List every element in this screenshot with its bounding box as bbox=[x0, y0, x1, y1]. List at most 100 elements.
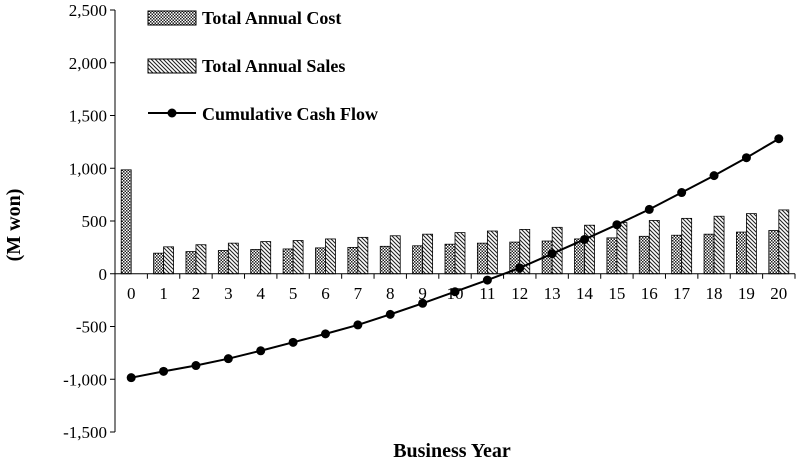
legend-label-cost: Total Annual Cost bbox=[202, 8, 341, 28]
sales-bar-16 bbox=[648, 220, 660, 275]
sales-bar-7 bbox=[357, 236, 369, 275]
x-tick-label: 8 bbox=[386, 284, 395, 303]
legend-swatch-sales bbox=[147, 58, 197, 74]
cash-flow-point-16 bbox=[644, 204, 654, 214]
legend-item-total-annual-cost: Total Annual Cost bbox=[147, 8, 341, 28]
y-tick-label: -1,500 bbox=[63, 423, 107, 442]
x-tick-label: 5 bbox=[289, 284, 298, 303]
cost-bar-3 bbox=[217, 250, 229, 275]
axes-layer bbox=[110, 9, 796, 433]
cost-bar-2 bbox=[185, 251, 197, 275]
cost-bar-18 bbox=[703, 233, 715, 275]
x-tick-label: 16 bbox=[641, 284, 658, 303]
cash-flow-point-6 bbox=[320, 329, 330, 339]
y-tick-label: -1,000 bbox=[63, 370, 107, 389]
tick-labels-layer: -1,500 -1,000 -500 0 500 1,000 1,500 2,000 2,500… bbox=[63, 1, 787, 442]
cost-bar-15 bbox=[606, 237, 618, 275]
sales-bar-17 bbox=[681, 217, 693, 275]
cost-bar-0 bbox=[120, 169, 132, 275]
cash-flow-line-layer bbox=[126, 134, 784, 383]
x-tick-label: 9 bbox=[418, 284, 427, 303]
sales-bar-9 bbox=[422, 233, 434, 275]
x-tick-label: 1 bbox=[159, 284, 168, 303]
x-tick-label: 4 bbox=[256, 284, 265, 303]
legend-swatch-cash-flow-marker bbox=[167, 108, 177, 118]
x-tick-label: 18 bbox=[706, 284, 723, 303]
cash-flow-point-12 bbox=[515, 263, 525, 273]
x-tick-label: 19 bbox=[738, 284, 755, 303]
cash-flow-point-8 bbox=[385, 309, 395, 319]
y-tick-label: 0 bbox=[99, 265, 108, 284]
sales-bar-20 bbox=[778, 209, 790, 275]
cash-flow-point-17 bbox=[677, 188, 687, 198]
legend-label-sales: Total Annual Sales bbox=[202, 56, 345, 76]
cash-flow-point-3 bbox=[223, 354, 233, 364]
y-tick-label: 500 bbox=[82, 212, 108, 231]
cash-flow-point-20 bbox=[774, 134, 784, 144]
cost-bar-9 bbox=[412, 245, 424, 275]
sales-bar-2 bbox=[195, 244, 207, 275]
x-tick-label: 0 bbox=[127, 284, 136, 303]
y-tick-label: 1,500 bbox=[69, 107, 107, 126]
sales-bar-3 bbox=[227, 242, 239, 275]
x-tick-label: 13 bbox=[544, 284, 561, 303]
y-tick-label: 2,500 bbox=[69, 1, 107, 20]
cost-bar-1 bbox=[153, 252, 164, 275]
y-tick-label: 1,000 bbox=[69, 159, 107, 178]
cash-flow-point-5 bbox=[288, 337, 298, 347]
cost-bar-7 bbox=[347, 246, 359, 275]
x-tick-label: 7 bbox=[354, 284, 363, 303]
sales-bar-6 bbox=[325, 238, 336, 275]
x-tick-label: 2 bbox=[192, 284, 201, 303]
cash-flow-point-0 bbox=[126, 373, 136, 383]
x-tick-label: 3 bbox=[224, 284, 233, 303]
legend: Total Annual Cost Total Annual Sales Cum… bbox=[147, 8, 378, 124]
cost-bar-19 bbox=[736, 231, 747, 275]
x-tick-label: 14 bbox=[576, 284, 594, 303]
y-axis-title: (M won) bbox=[3, 189, 25, 262]
sales-bar-1 bbox=[163, 246, 174, 275]
y-tick-label: 2,000 bbox=[69, 54, 107, 73]
cash-flow-point-2 bbox=[191, 361, 201, 371]
sales-bar-4 bbox=[260, 241, 272, 275]
cost-bar-17 bbox=[671, 234, 683, 275]
cash-flow-point-4 bbox=[256, 346, 266, 356]
cash-flow-point-13 bbox=[547, 249, 557, 259]
x-tick-label: 15 bbox=[608, 284, 625, 303]
cost-bar-10 bbox=[444, 243, 456, 275]
cash-flow-point-7 bbox=[353, 320, 363, 330]
sales-bar-18 bbox=[713, 215, 725, 275]
cost-bar-16 bbox=[638, 235, 650, 275]
sales-bar-14 bbox=[584, 224, 595, 275]
cost-bar-4 bbox=[250, 249, 262, 275]
cost-bar-20 bbox=[768, 230, 780, 275]
sales-bar-15 bbox=[616, 222, 628, 275]
cost-bar-11 bbox=[476, 242, 488, 275]
legend-label-cash-flow: Cumulative Cash Flow bbox=[202, 104, 378, 124]
x-tick-label: 20 bbox=[770, 284, 787, 303]
legend-item-total-annual-sales: Total Annual Sales bbox=[147, 56, 345, 76]
cash-flow-point-9 bbox=[418, 298, 428, 308]
x-tick-label: 10 bbox=[447, 284, 464, 303]
sales-bar-8 bbox=[389, 235, 401, 275]
sales-bar-11 bbox=[486, 230, 498, 275]
sales-bar-19 bbox=[746, 213, 757, 275]
sales-bar-10 bbox=[454, 232, 466, 275]
x-axis-title: Business Year bbox=[393, 440, 511, 462]
x-tick-label: 17 bbox=[673, 284, 691, 303]
x-tick-label: 11 bbox=[479, 284, 495, 303]
cash-flow-point-14 bbox=[580, 234, 590, 244]
cash-flow-point-1 bbox=[159, 366, 169, 376]
legend-swatch-cost bbox=[147, 10, 197, 26]
cash-flow-point-10 bbox=[450, 287, 460, 297]
bars-layer bbox=[120, 169, 790, 275]
cost-bar-8 bbox=[379, 245, 391, 275]
legend-item-cumulative-cash-flow: Cumulative Cash Flow bbox=[148, 104, 378, 124]
cost-bar-6 bbox=[315, 247, 326, 275]
cost-bar-5 bbox=[282, 248, 294, 275]
cash-flow-point-18 bbox=[709, 171, 719, 181]
cash-flow-point-15 bbox=[612, 220, 622, 230]
sales-bar-5 bbox=[292, 240, 304, 275]
